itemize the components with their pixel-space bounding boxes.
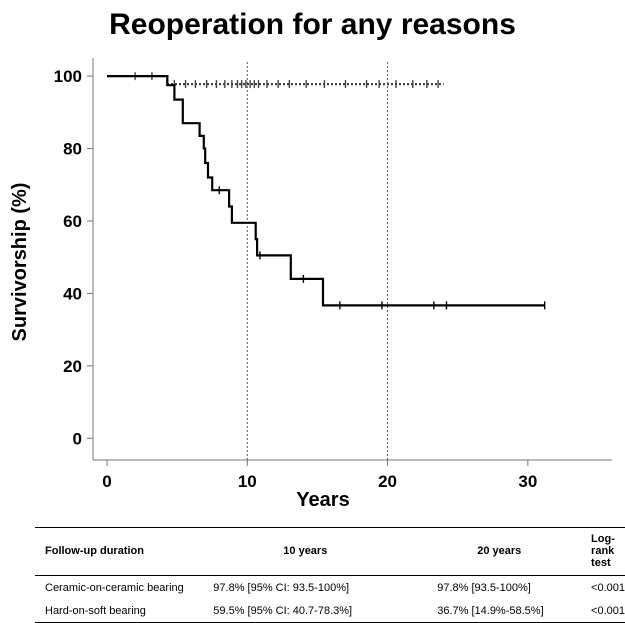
x-tick-label: 20 — [378, 472, 397, 491]
table-row: Hard-on-soft bearing 59.5% [95% CI: 40.7… — [35, 599, 625, 623]
x-tick-label: 10 — [238, 472, 257, 491]
summary-table: Follow-up duration 10 years 20 years Log… — [35, 527, 625, 623]
x-tick-label: 30 — [518, 472, 537, 491]
table-cell: Ceramic-on-ceramic bearing — [45, 582, 184, 594]
table-cell: <0.001 — [591, 582, 625, 594]
table-header-cell: Follow-up duration — [35, 527, 204, 576]
table-cell: 97.8% [93.5-100%] — [437, 582, 531, 594]
axes: 0 20 40 60 80 100 0 10 20 30 — [54, 58, 612, 491]
table-header-cell: 20 years — [427, 527, 582, 576]
survival-curves — [107, 72, 546, 310]
table-row: Ceramic-on-ceramic bearing 97.8% [95% CI… — [35, 576, 625, 600]
table-cell: 59.5% [95% CI: 40.7-78.3%] — [203, 599, 428, 623]
table-header-row: Follow-up duration 10 years 20 years Log… — [35, 527, 625, 576]
y-tick-label: 100 — [54, 67, 82, 86]
series-1 — [107, 72, 444, 89]
table-cell: 36.7% [14.9%-58.5%] — [427, 599, 582, 623]
series-2 — [107, 74, 546, 310]
y-tick-label: 40 — [63, 284, 82, 303]
table-header-cell: 10 years — [203, 527, 428, 576]
table-cell: <0.001 — [581, 599, 625, 623]
survival-step-line — [107, 74, 545, 307]
y-tick-label: 0 — [73, 429, 82, 448]
y-axis-title: Survivorship (%) — [9, 183, 31, 342]
x-axis-title: Years — [296, 489, 349, 511]
reference-lines — [246, 62, 389, 460]
table-cell: 97.8% [95% CI: 93.5-100%] — [213, 582, 350, 594]
table-cell: Hard-on-soft bearing — [35, 599, 204, 623]
y-tick-label: 60 — [63, 212, 82, 231]
x-tick-label: 0 — [102, 472, 111, 491]
chart-title: Reoperation for any reasons — [109, 8, 516, 41]
y-tick-label: 20 — [63, 357, 82, 376]
table-header-cell: Log-rank test — [581, 527, 625, 576]
survival-step-line — [107, 74, 444, 86]
y-tick-label: 80 — [63, 140, 82, 159]
km-plot: 0 20 40 60 80 100 0 10 20 30 Years Survivorship (… — [9, 58, 612, 511]
